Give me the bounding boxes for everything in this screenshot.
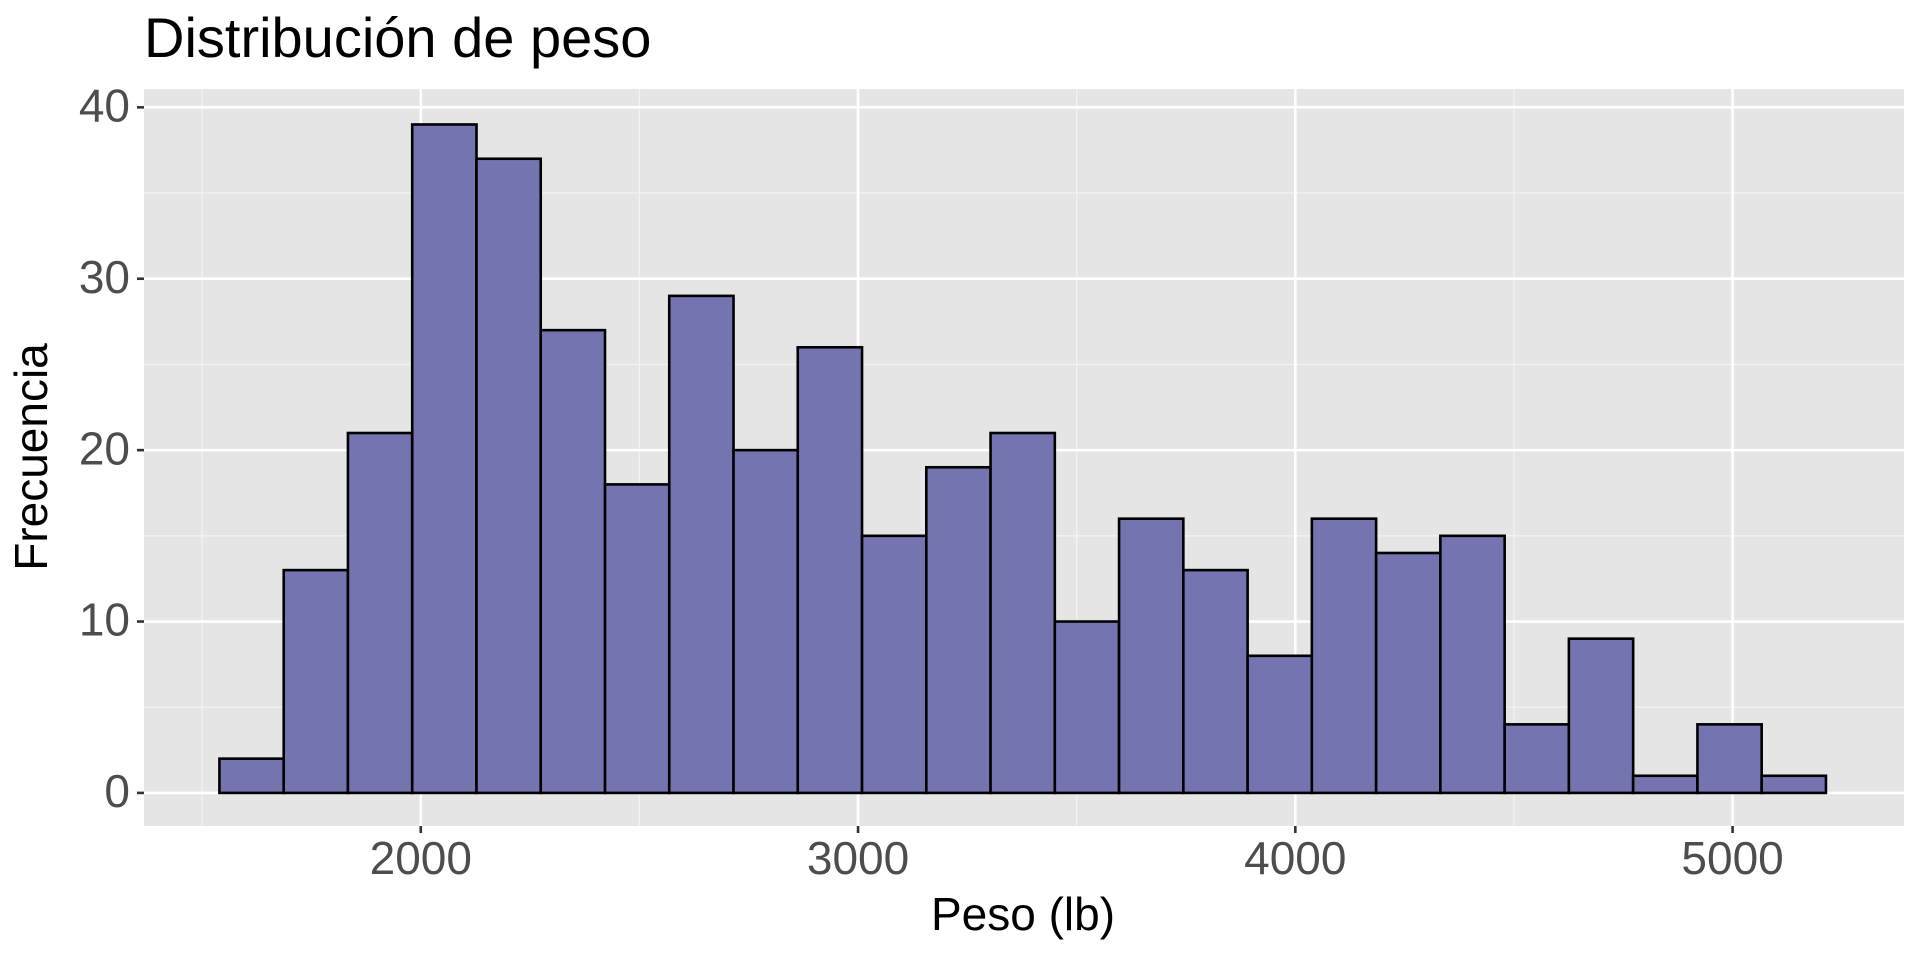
y-tick-label: 40	[79, 79, 130, 131]
bar	[1053, 620, 1121, 795]
bar	[410, 123, 478, 795]
bar	[1631, 774, 1699, 795]
bar	[475, 157, 543, 795]
y-tick-label: 20	[79, 422, 130, 474]
y-tick-label: 10	[79, 594, 130, 646]
bar	[282, 568, 350, 795]
x-tick-label: 3000	[807, 832, 909, 884]
bar	[732, 448, 800, 795]
bar	[1374, 551, 1442, 795]
bar	[1117, 517, 1185, 795]
x-tick-label: 2000	[370, 832, 472, 884]
bar	[796, 345, 864, 795]
bar	[1246, 654, 1314, 795]
x-tick-label: 4000	[1244, 832, 1346, 884]
y-tick-label: 0	[104, 765, 130, 817]
bar	[1696, 723, 1763, 795]
bar	[667, 294, 735, 795]
x-tick-label: 5000	[1681, 832, 1783, 884]
bar	[603, 483, 671, 795]
bar	[218, 757, 286, 795]
bar	[346, 431, 414, 795]
bar	[1760, 774, 1828, 795]
bar	[1503, 723, 1571, 795]
bar	[1439, 534, 1506, 795]
chart-title: Distribución de peso	[144, 6, 651, 69]
bar	[925, 465, 992, 795]
y-tick-label: 30	[79, 251, 130, 303]
bar	[860, 534, 928, 795]
y-axis-title: Frecuencia	[5, 343, 57, 571]
bar	[1182, 568, 1249, 795]
bar	[539, 328, 607, 795]
bar	[1567, 637, 1635, 795]
bar	[1310, 517, 1378, 795]
bar	[989, 431, 1057, 795]
x-axis-title: Peso (lb)	[931, 888, 1115, 940]
